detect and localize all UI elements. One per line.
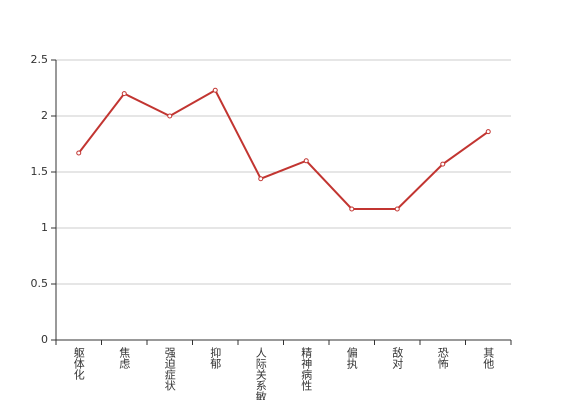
y-tick-label: 1 xyxy=(41,221,48,234)
point xyxy=(76,150,82,156)
x-tick-label: 抑郁 xyxy=(209,346,222,369)
y-tick-label: 1.5 xyxy=(31,165,49,178)
point xyxy=(258,176,264,182)
point xyxy=(394,206,400,212)
line xyxy=(77,88,489,210)
y-tick-label: 0.5 xyxy=(31,277,49,290)
x-tick-label: 人际关系敏感 xyxy=(254,347,267,400)
y-tick-label: 2.5 xyxy=(31,53,49,66)
x-tick-label: 偏执 xyxy=(345,346,358,370)
point xyxy=(303,158,309,164)
x-tick-label: 敌对 xyxy=(391,346,404,369)
point xyxy=(349,206,355,212)
x-tick-label: 躯体化 xyxy=(72,347,85,381)
x-tick-label: 其他 xyxy=(482,347,495,369)
y-tick-label: 0 xyxy=(41,333,48,346)
point xyxy=(167,113,173,119)
x-tick-label: 精神病性 xyxy=(300,347,313,392)
x-tick-label: 强迫症状 xyxy=(163,347,176,391)
point xyxy=(485,129,491,135)
y-tick-label: 2 xyxy=(41,109,48,122)
point xyxy=(440,161,446,167)
point xyxy=(212,87,218,93)
x-tick-label: 焦虑 xyxy=(118,347,131,369)
x-tick-label: 恐怖 xyxy=(436,347,449,369)
point xyxy=(121,91,127,97)
